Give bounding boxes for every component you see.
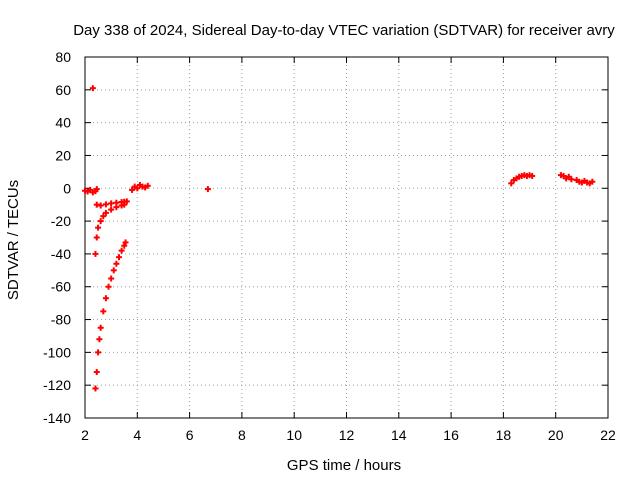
data-point [102,209,109,216]
axis-layer [84,56,609,419]
data-point [97,202,104,209]
data-point [110,267,117,274]
x-axis-label: GPS time / hours [287,457,401,474]
x-tick-label: 22 [600,427,616,443]
x-tick-label: 20 [548,427,564,443]
y-tick-label: -100 [43,344,71,360]
x-tick-label: 16 [443,427,459,443]
point-layer [82,85,596,392]
y-tick-label: -120 [43,377,71,393]
x-tick-label: 12 [339,427,355,443]
y-tick-label: -80 [51,312,71,328]
data-point [89,85,96,92]
data-point [204,186,211,193]
data-point [108,200,115,207]
x-tick-label: 18 [496,427,512,443]
data-point [113,260,120,267]
data-point [92,250,99,257]
chart-title: Day 338 of 2024, Sidereal Day-to-day VTE… [73,22,615,39]
data-point [118,247,125,254]
x-tick-label: 6 [186,427,194,443]
y-tick-label: 40 [55,115,71,131]
data-point [102,201,109,208]
data-point [508,180,515,187]
data-point [93,186,100,193]
grid-layer [85,57,608,418]
data-point [93,234,100,241]
data-point [100,213,107,220]
x-tick-label: 10 [286,427,302,443]
y-tick-label: 60 [55,82,71,98]
data-point [105,283,112,290]
data-point [568,176,575,183]
data-point [95,349,102,356]
data-point [96,336,103,343]
x-tick-label: 8 [238,427,246,443]
data-point [134,185,141,192]
data-point [97,218,104,225]
data-point [529,172,536,179]
x-tick-label: 4 [133,427,141,443]
data-point [95,224,102,231]
plot-frame [84,56,609,419]
y-tick-label: -40 [51,246,71,262]
data-point [113,199,120,206]
data-point [115,254,122,261]
data-point [100,308,107,315]
data-point [144,182,151,189]
y-tick-label: 80 [55,49,71,65]
x-tick-label: 2 [81,427,89,443]
data-point [123,198,130,205]
data-point [108,275,115,282]
data-point [129,186,136,193]
data-point [97,324,104,331]
data-point [589,178,596,185]
data-point [122,239,129,246]
y-axis-label: SDTVAR / TECUs [5,180,22,300]
data-point [121,242,128,249]
data-point [93,369,100,376]
tick-label-layer: 2 4 6 8 10 12 14 16 18 20 22 -140 -120 -100 -80 -60 -40 -… [43,49,616,443]
data-point [108,206,115,213]
y-tick-label: -60 [51,279,71,295]
data-point [102,295,109,302]
x-tick-label: 14 [391,427,407,443]
y-tick-label: -140 [43,410,71,426]
data-point [92,385,99,392]
y-tick-label: 0 [63,180,71,196]
y-tick-label: -20 [51,213,71,229]
y-tick-label: 20 [55,147,71,163]
